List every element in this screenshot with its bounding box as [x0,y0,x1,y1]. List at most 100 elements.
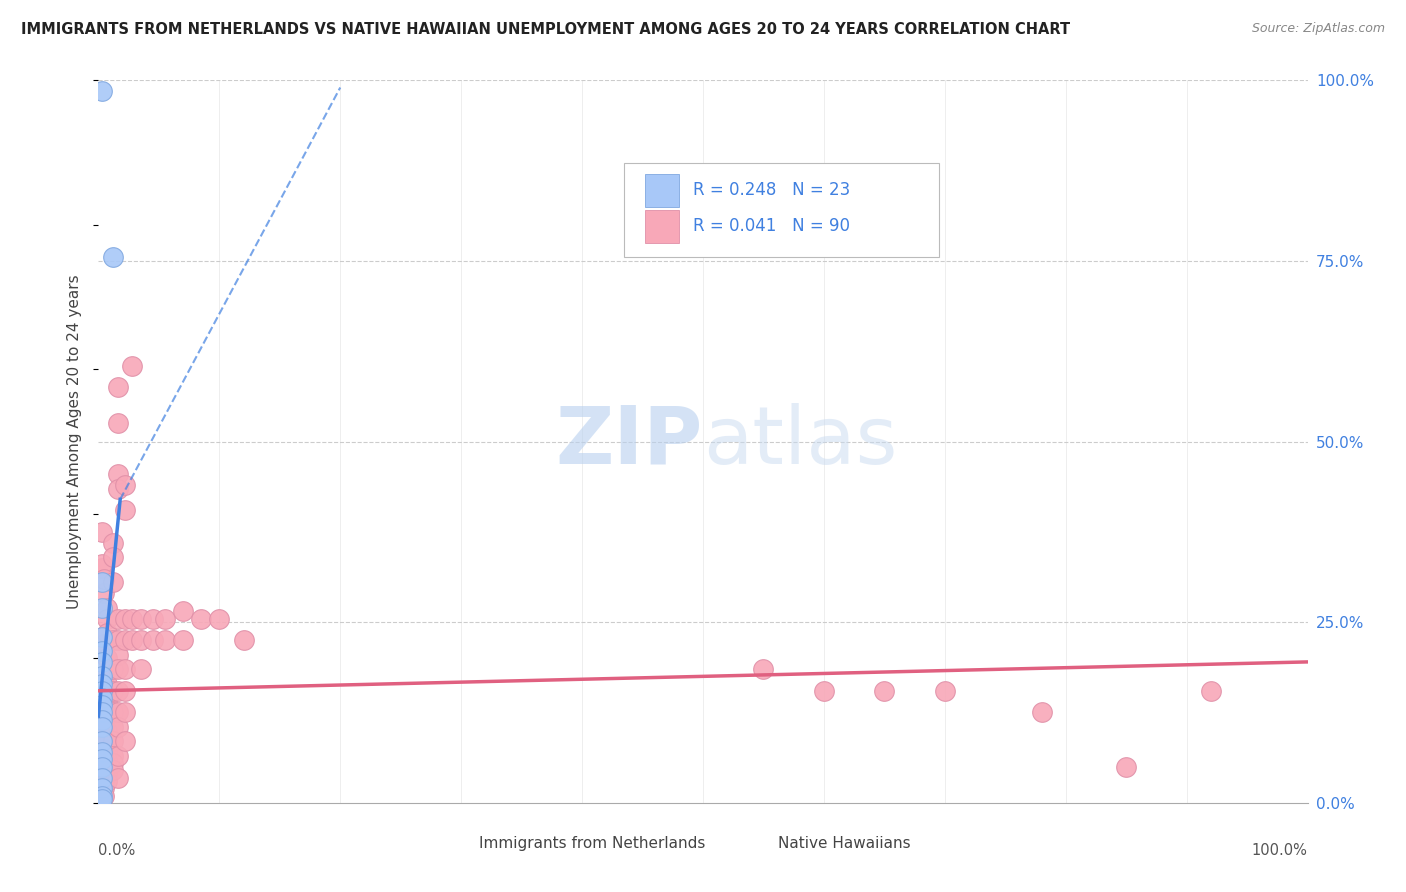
Point [101,720,124,734]
Point [93,781,115,796]
Point [121,611,143,625]
Point [93,572,115,586]
Point [107,417,129,431]
Point [873,683,896,698]
Point [96,760,118,774]
FancyBboxPatch shape [645,211,679,243]
Point [107,771,129,785]
Point [96,774,118,789]
Point [107,482,129,496]
Point [96,676,118,690]
Point [96,600,118,615]
Point [129,633,152,648]
Point [1199,683,1222,698]
Point [96,651,118,665]
Point [96,611,118,625]
Point [172,633,194,648]
Text: Native Hawaiians: Native Hawaiians [778,836,911,851]
Point [114,478,136,492]
Point [91,760,114,774]
Point [208,611,231,625]
Text: Immigrants from Netherlands: Immigrants from Netherlands [479,836,706,851]
Point [107,611,129,625]
Text: ZIP: ZIP [555,402,703,481]
Point [93,774,115,789]
Point [101,633,124,648]
Point [101,734,124,748]
Point [153,633,176,648]
Point [91,734,114,748]
Point [107,748,129,763]
Point [101,550,124,565]
Point [107,380,129,394]
Point [91,745,114,759]
Point [114,633,136,648]
Point [107,467,129,481]
Point [101,575,124,590]
Point [91,713,114,727]
Point [142,633,165,648]
Text: Source: ZipAtlas.com: Source: ZipAtlas.com [1251,22,1385,36]
Point [96,752,118,766]
Point [1115,760,1137,774]
Point [91,644,114,658]
Point [91,676,114,690]
Point [91,720,114,734]
Point [101,535,124,549]
Point [190,611,212,625]
Text: 0.0%: 0.0% [98,843,135,857]
Point [91,683,114,698]
Point [91,691,114,706]
Text: 100.0%: 100.0% [1251,843,1308,857]
Point [91,771,114,785]
Point [813,683,835,698]
Point [752,662,775,676]
Point [1031,706,1053,720]
Point [114,683,136,698]
Point [934,683,956,698]
Point [129,662,152,676]
Point [91,781,114,796]
FancyBboxPatch shape [624,163,939,257]
Point [93,669,115,683]
Point [91,706,114,720]
Text: R = 0.248   N = 23: R = 0.248 N = 23 [693,181,851,199]
Point [91,84,114,98]
Point [91,561,114,575]
FancyBboxPatch shape [734,830,768,857]
Point [232,633,254,648]
Point [93,741,115,756]
Point [93,720,115,734]
Point [172,604,194,618]
Point [101,683,124,698]
Point [93,637,115,651]
Point [101,756,124,770]
Point [91,698,114,713]
Text: R = 0.041   N = 90: R = 0.041 N = 90 [693,218,851,235]
Point [91,575,114,590]
Point [142,611,165,625]
Point [114,611,136,625]
Point [107,683,129,698]
Point [91,669,114,683]
Point [93,586,115,600]
Point [91,524,114,539]
Point [93,683,115,698]
FancyBboxPatch shape [437,830,471,857]
Text: IMMIGRANTS FROM NETHERLANDS VS NATIVE HAWAIIAN UNEMPLOYMENT AMONG AGES 20 TO 24 : IMMIGRANTS FROM NETHERLANDS VS NATIVE HA… [21,22,1070,37]
Point [91,630,114,644]
Point [91,655,114,669]
Point [91,752,114,766]
Point [91,792,114,806]
Point [107,648,129,662]
Point [114,706,136,720]
Point [96,734,118,748]
Point [93,731,115,745]
Point [96,695,118,709]
Point [129,611,152,625]
Point [96,723,118,738]
Point [91,558,114,572]
Point [153,611,176,625]
Point [107,662,129,676]
Point [93,698,115,713]
